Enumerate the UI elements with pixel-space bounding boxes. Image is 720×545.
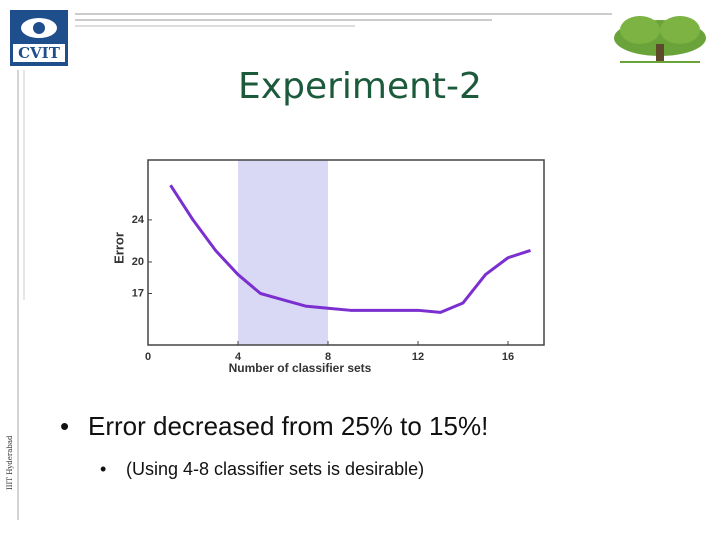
- y-tick-label: 17: [132, 287, 144, 299]
- data-line: [169, 184, 531, 314]
- plot-frame: [147, 159, 545, 346]
- x-tick-label: 4: [235, 351, 242, 363]
- x-tick-label: 0: [145, 351, 151, 363]
- y-tick-label: 24: [132, 214, 145, 226]
- sub-bullet-text: (Using 4-8 classifier sets is desirable): [126, 459, 424, 479]
- y-tick-label: 20: [132, 256, 144, 268]
- logo-band: [13, 44, 65, 62]
- bullet: •: [60, 411, 69, 441]
- logo-text: CVIT: [18, 44, 61, 62]
- x-tick-label: 8: [325, 351, 331, 363]
- tree-logo: [614, 16, 706, 63]
- logo-pupil: [33, 22, 45, 34]
- x-tick-label: 12: [412, 351, 424, 363]
- sub-bullet: •: [100, 459, 106, 479]
- x-tick-label: 16: [502, 351, 514, 363]
- slide-title: Experiment-2: [238, 66, 482, 107]
- bullet-text: Error decreased from 25% to 15%!: [88, 411, 488, 441]
- y-axis-label: Error: [111, 232, 126, 264]
- plot: 0 4 8 12 16 17 20 24 Number of classifier sets Er…: [111, 159, 545, 375]
- highlight-band: [238, 160, 328, 345]
- side-text: IIIT Hyderabad: [6, 435, 14, 490]
- x-axis-label: Number of classifier sets: [229, 361, 372, 375]
